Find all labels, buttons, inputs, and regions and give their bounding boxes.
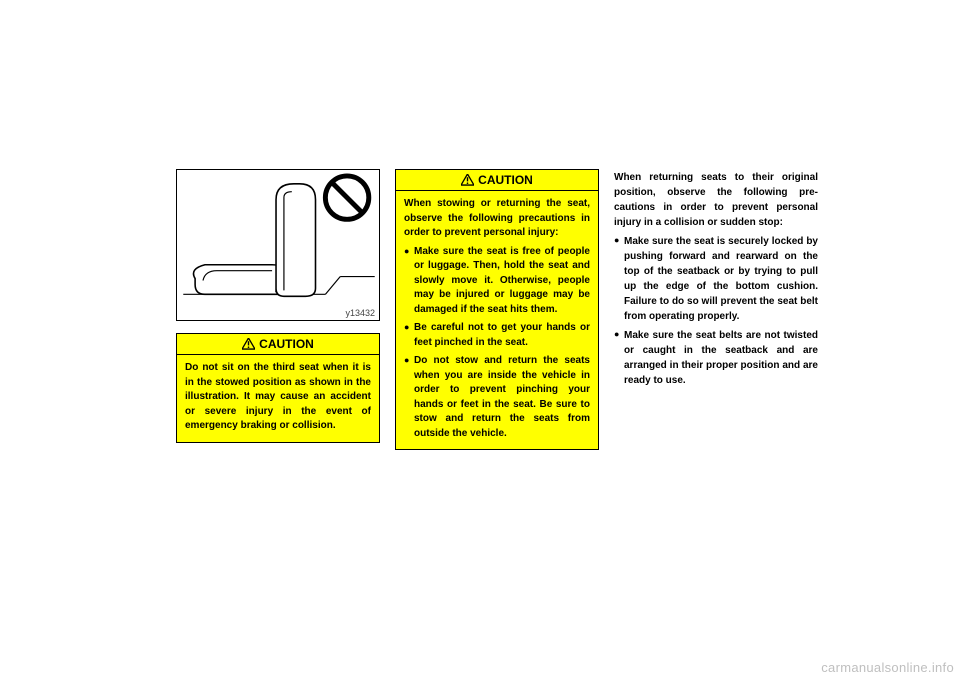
caution-body-1: Do not sit on the third seat when it is … — [177, 355, 379, 442]
caution-2-item: Be careful not to get your hands or feet… — [404, 321, 590, 350]
caution-header-2: CAUTION — [396, 170, 598, 191]
col3-list: Make sure the seat is securely locked by… — [614, 234, 818, 388]
caution-2-lead: When stowing or returning the seat, obse… — [404, 197, 590, 241]
col3-item: Make sure the seat belts are not twisted… — [614, 328, 818, 388]
caution-box-1: CAUTION Do not sit on the third seat whe… — [176, 333, 380, 443]
return-seat-notes: When returning seats to their original p… — [614, 170, 818, 388]
manual-page: y13432 CAUTION Do not sit on the third s… — [0, 0, 960, 679]
col3-lead: When returning seats to their original p… — [614, 170, 818, 230]
seat-illustration: y13432 — [176, 169, 380, 321]
caution-label-2: CAUTION — [478, 173, 533, 187]
caution-body-2: When stowing or returning the seat, obse… — [396, 191, 598, 449]
caution-2-item: Do not stow and return the seats when yo… — [404, 354, 590, 441]
illustration-id: y13432 — [345, 308, 375, 318]
caution-2-list: Make sure the seat is free of people or … — [404, 245, 590, 442]
warning-icon — [461, 174, 474, 186]
caution-header-1: CAUTION — [177, 334, 379, 355]
caution-box-2: CAUTION When stowing or returning the se… — [395, 169, 599, 450]
watermark: carmanualsonline.info — [821, 660, 954, 675]
seat-diagram-svg — [177, 170, 379, 320]
caution-label-1: CAUTION — [259, 337, 314, 351]
caution-2-item: Make sure the seat is free of people or … — [404, 245, 590, 318]
warning-icon — [242, 338, 255, 350]
col3-item: Make sure the seat is securely locked by… — [614, 234, 818, 324]
